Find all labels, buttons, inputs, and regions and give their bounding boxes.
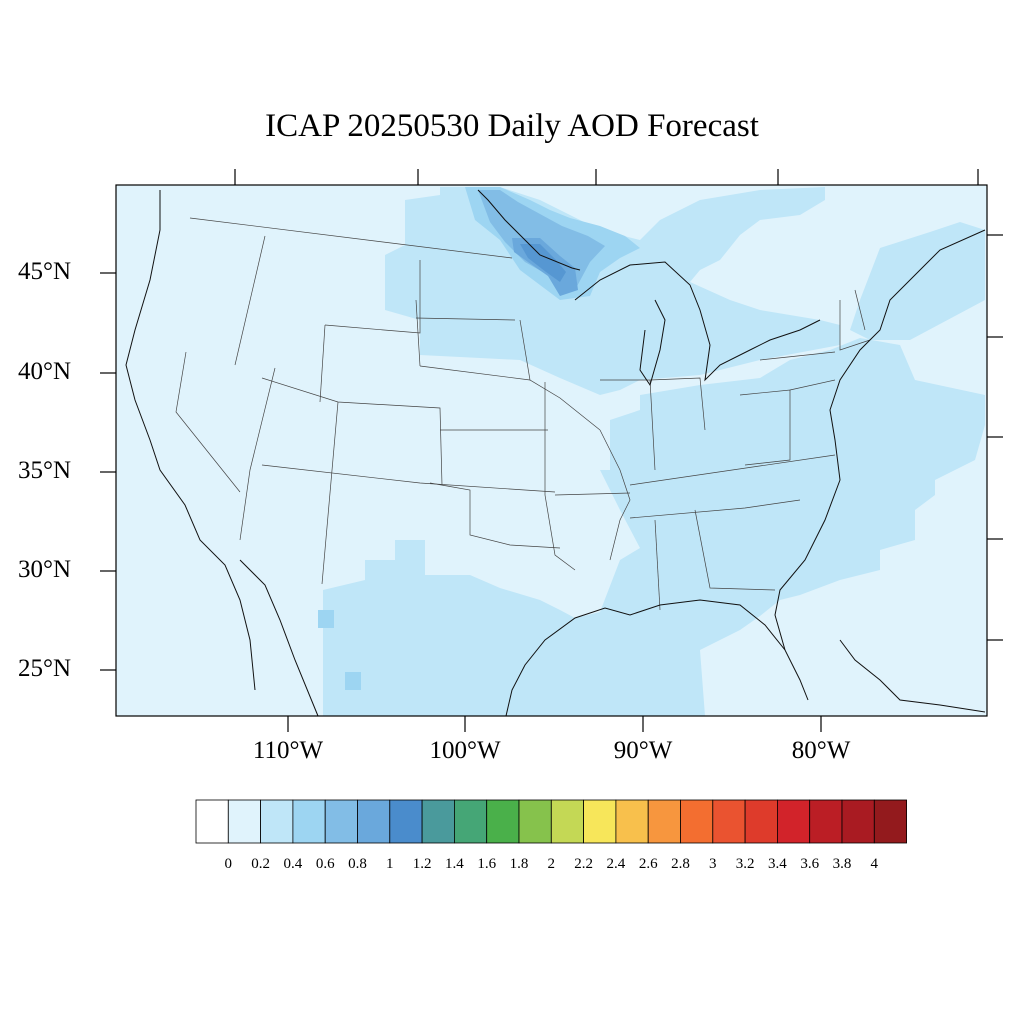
colorbar-swatch — [615, 799, 649, 844]
colorbar-label: 2.8 — [671, 856, 690, 872]
colorbar-swatch — [486, 799, 520, 844]
colorbar-swatch — [809, 799, 843, 844]
colorbar-label: 3 — [709, 856, 717, 872]
colorbar-label: 3.8 — [833, 856, 852, 872]
aod-field — [318, 187, 985, 716]
state-lines — [175, 217, 871, 611]
axis-ticks — [100, 169, 1003, 732]
colorbar-label: 1.6 — [477, 856, 496, 872]
colorbar-swatch — [453, 799, 488, 844]
colorbar-swatch — [292, 799, 326, 844]
map-frame — [115, 184, 988, 717]
aod-region-northeast — [850, 222, 985, 340]
colorbar-swatch — [712, 799, 746, 844]
colorbar-label: 1.2 — [413, 856, 432, 872]
colorbar-label: 4 — [871, 856, 879, 872]
colorbar-swatch — [357, 799, 391, 844]
map-title: ICAP 20250530 Daily AOD Forecast — [265, 108, 759, 144]
colorbar-label: 1.4 — [445, 856, 464, 872]
colorbar-label: 3.6 — [800, 856, 819, 872]
colorbar-label: 3.2 — [736, 856, 755, 872]
colorbar: 0 0.2 0.4 0.6 0.8 1 1.2 1.4 1.6 1.8 2 2.2 2.4 2.6 2.8 3… — [195, 799, 907, 872]
colorbar-label: 0.6 — [316, 856, 335, 872]
colorbar-swatch — [389, 799, 423, 844]
colorbar-swatch — [550, 799, 584, 844]
colorbar-swatch — [260, 799, 294, 844]
colorbar-swatch — [873, 799, 907, 844]
colorbar-swatch — [227, 799, 262, 844]
colorbar-swatch — [518, 799, 552, 844]
colorbar-swatch — [421, 799, 455, 844]
colorbar-label: 3.4 — [768, 856, 787, 872]
colorbar-swatch — [583, 799, 617, 844]
lon-label-90w: 90°W — [613, 737, 673, 764]
colorbar-swatch — [195, 799, 229, 844]
colorbar-label: 1 — [386, 856, 394, 872]
aod-region-peak-2 — [520, 244, 566, 282]
colorbar-label: 2.4 — [607, 856, 626, 872]
coastlines — [125, 189, 986, 717]
colorbar-label: 0.2 — [251, 856, 270, 872]
colorbar-swatch — [777, 799, 811, 844]
colorbar-label: 2 — [548, 856, 556, 872]
colorbar-swatch — [680, 799, 714, 844]
colorbar-label: 0 — [225, 856, 233, 872]
aod-patch-south-2 — [345, 672, 361, 690]
lat-label-45: 45°N — [18, 258, 72, 285]
lat-label-35: 35°N — [18, 457, 72, 484]
colorbar-swatch — [324, 799, 358, 844]
colorbar-label: 1.8 — [510, 856, 529, 872]
lon-label-80w: 80°W — [791, 737, 851, 764]
colorbar-label: 2.2 — [574, 856, 593, 872]
colorbar-swatch — [647, 799, 681, 844]
colorbar-label: 2.6 — [639, 856, 658, 872]
colorbar-swatch — [841, 799, 875, 844]
aod-region-gulf — [323, 338, 985, 716]
lon-label-100w: 100°W — [429, 737, 501, 764]
aod-patch-south — [318, 610, 334, 628]
lon-label-110w: 110°W — [252, 737, 324, 764]
colorbar-swatch — [744, 799, 778, 844]
lat-label-25: 25°N — [18, 655, 72, 682]
lat-label-30: 30°N — [18, 556, 72, 583]
colorbar-label: 0.8 — [348, 856, 367, 872]
colorbar-label: 0.4 — [284, 856, 303, 872]
lat-label-40: 40°N — [18, 358, 72, 385]
